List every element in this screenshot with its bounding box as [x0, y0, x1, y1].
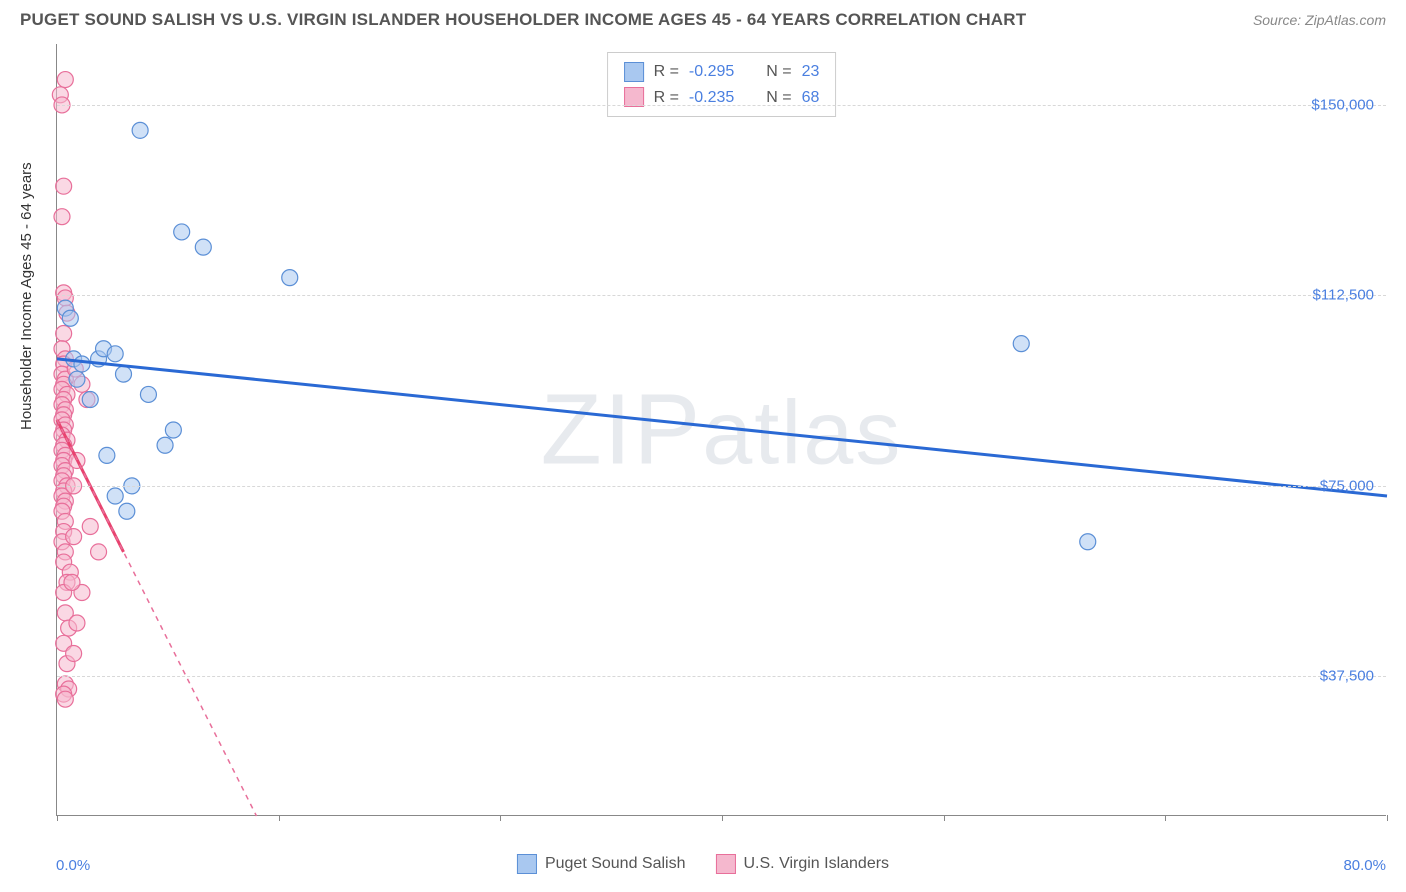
data-point: [82, 392, 98, 408]
data-point: [282, 270, 298, 286]
legend-swatch-1: [517, 854, 537, 874]
stats-legend: R = -0.295 N = 23 R = -0.235 N = 68: [607, 52, 837, 117]
data-point: [54, 209, 70, 225]
data-point: [91, 544, 107, 560]
data-point: [57, 691, 73, 707]
data-point: [69, 615, 85, 631]
legend-label-1: Puget Sound Salish: [545, 855, 686, 873]
data-point: [66, 645, 82, 661]
gridline: [57, 105, 1386, 106]
gridline: [57, 295, 1386, 296]
data-point: [116, 366, 132, 382]
data-point: [1013, 336, 1029, 352]
data-point: [107, 488, 123, 504]
data-point: [56, 326, 72, 342]
data-point: [99, 447, 115, 463]
data-point: [174, 224, 190, 240]
trendline-series2-dashed: [57, 420, 257, 816]
gridline: [57, 676, 1386, 677]
source-label: Source: ZipAtlas.com: [1253, 12, 1386, 28]
chart-plot-area: ZIPatlas R = -0.295 N = 23 R = -0.235 N …: [56, 44, 1386, 816]
data-point: [62, 310, 78, 326]
swatch-series1: [624, 62, 644, 82]
legend-item-2: U.S. Virgin Islanders: [716, 854, 890, 874]
x-tick: [1387, 815, 1388, 821]
scatter-svg: [57, 44, 1386, 815]
y-tick-label: $150,000: [1311, 96, 1374, 113]
trendline-series1: [57, 359, 1387, 496]
legend-label-2: U.S. Virgin Islanders: [744, 855, 890, 873]
data-point: [195, 239, 211, 255]
data-point: [69, 371, 85, 387]
x-tick: [57, 815, 58, 821]
data-point: [1080, 534, 1096, 550]
stats-row-series1: R = -0.295 N = 23: [624, 59, 820, 85]
data-point: [82, 519, 98, 535]
chart-header: PUGET SOUND SALISH VS U.S. VIRGIN ISLAND…: [0, 0, 1406, 38]
series-legend: Puget Sound Salish U.S. Virgin Islanders: [517, 854, 889, 874]
gridline: [57, 486, 1386, 487]
data-point: [64, 574, 80, 590]
data-point: [56, 178, 72, 194]
x-axis-min-label: 0.0%: [56, 857, 90, 874]
x-tick: [944, 815, 945, 821]
data-point: [74, 356, 90, 372]
legend-swatch-2: [716, 854, 736, 874]
x-axis-max-label: 80.0%: [1343, 857, 1386, 874]
y-axis-title: Householder Income Ages 45 - 64 years: [18, 162, 35, 430]
x-tick: [722, 815, 723, 821]
data-point: [119, 503, 135, 519]
data-point: [57, 72, 73, 88]
data-point: [66, 529, 82, 545]
data-point: [107, 346, 123, 362]
y-tick-label: $75,000: [1320, 477, 1374, 494]
chart-title: PUGET SOUND SALISH VS U.S. VIRGIN ISLAND…: [20, 10, 1026, 30]
data-point: [140, 386, 156, 402]
x-tick: [500, 815, 501, 821]
data-point: [165, 422, 181, 438]
y-tick-label: $37,500: [1320, 668, 1374, 685]
x-tick: [1165, 815, 1166, 821]
data-point: [157, 437, 173, 453]
legend-item-1: Puget Sound Salish: [517, 854, 686, 874]
stats-row-series2: R = -0.235 N = 68: [624, 85, 820, 111]
y-tick-label: $112,500: [1313, 287, 1374, 304]
data-point: [132, 122, 148, 138]
x-tick: [279, 815, 280, 821]
